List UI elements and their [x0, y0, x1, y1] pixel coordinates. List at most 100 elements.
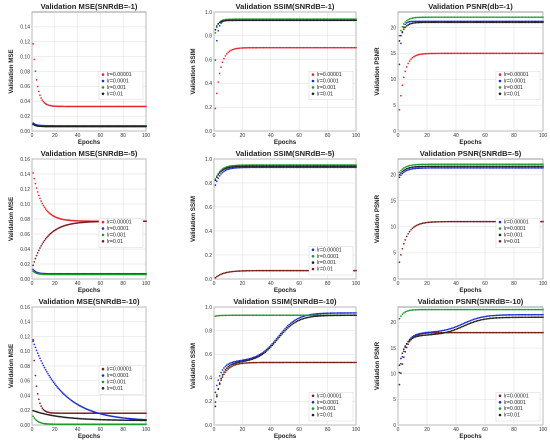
data-point [439, 52, 441, 55]
data-point [400, 94, 402, 97]
data-point [491, 331, 494, 334]
x-tick-label: 60 [296, 281, 302, 287]
data-point [145, 220, 147, 223]
data-point [508, 316, 511, 319]
data-point [323, 46, 326, 49]
data-point [230, 19, 232, 22]
data-point [408, 339, 411, 342]
data-point [453, 167, 456, 169]
data-point [402, 167, 405, 169]
data-point [505, 163, 508, 166]
data-point [507, 165, 510, 168]
data-point [474, 167, 476, 169]
data-point [311, 164, 313, 166]
data-point [251, 19, 254, 22]
data-point [494, 165, 496, 168]
data-point [304, 46, 306, 49]
legend-marker [101, 240, 105, 243]
data-point [436, 333, 438, 335]
data-point [495, 308, 498, 311]
data-point [40, 359, 42, 362]
x-tick-label: 100 [142, 133, 151, 139]
data-point [237, 166, 239, 169]
data-point [309, 19, 312, 22]
x-tick-label: 100 [539, 133, 548, 139]
data-point [446, 220, 449, 223]
data-point [407, 167, 409, 170]
data-point [526, 21, 528, 24]
data-point [304, 166, 306, 169]
data-point [217, 379, 220, 381]
data-point [250, 18, 252, 20]
data-point [488, 21, 491, 24]
data-point [244, 19, 247, 22]
legend-label: lr=0.00001 [107, 220, 132, 226]
data-point [466, 165, 469, 168]
legend-marker [311, 254, 315, 258]
data-point [322, 312, 325, 315]
data-point [220, 20, 222, 23]
data-point [247, 18, 249, 20]
data-point [442, 163, 444, 166]
data-point [343, 361, 346, 364]
data-point [521, 331, 524, 334]
x-tick-label: 0 [213, 427, 216, 433]
data-point [429, 167, 431, 169]
data-point [442, 21, 444, 24]
data-point [430, 308, 433, 311]
data-point [278, 334, 281, 337]
data-point [466, 320, 469, 323]
y-tick-label: 0.12 [20, 40, 30, 46]
data-point [328, 46, 330, 49]
data-point [278, 165, 281, 168]
data-point [262, 352, 265, 355]
data-point [284, 18, 286, 20]
y-tick-label: 0.6 [205, 205, 212, 211]
data-point [241, 47, 244, 49]
data-point [497, 21, 499, 24]
data-point [540, 220, 543, 223]
data-point [516, 313, 518, 316]
legend-label: lr=0.00001 [504, 72, 529, 78]
data-point [413, 226, 415, 228]
data-point [484, 315, 486, 318]
x-tick-label: 60 [482, 281, 488, 287]
data-point [332, 165, 335, 168]
y-tick-label: 0 [393, 277, 396, 283]
data-point [420, 16, 423, 19]
legend-label: lr=0.001 [317, 406, 336, 412]
data-point [466, 323, 469, 326]
legend-label: lr=0.00001 [107, 72, 132, 78]
data-point [65, 395, 68, 398]
data-point [231, 18, 234, 21]
data-point [321, 314, 323, 317]
data-point [494, 52, 496, 55]
data-point [436, 330, 438, 333]
data-point [465, 167, 467, 169]
data-point [312, 18, 315, 20]
data-point [508, 16, 511, 19]
y-tick-label: 0.00 [20, 423, 30, 429]
data-point [523, 52, 526, 55]
legend-label: lr=0.001 [504, 406, 523, 412]
data-point [235, 270, 238, 273]
data-point [336, 164, 339, 166]
data-point [215, 395, 218, 398]
data-point [404, 350, 407, 353]
legend-marker [498, 240, 502, 243]
data-point [292, 164, 295, 166]
data-point [215, 176, 218, 178]
x-tick-label: 40 [75, 133, 81, 139]
data-point [304, 18, 306, 20]
data-point [400, 253, 402, 256]
data-point [235, 19, 238, 22]
data-point [275, 314, 278, 317]
data-point [284, 165, 286, 168]
data-point [322, 18, 325, 20]
data-point [489, 317, 492, 320]
data-point [328, 19, 330, 22]
data-point [224, 167, 227, 170]
data-point [491, 317, 494, 320]
